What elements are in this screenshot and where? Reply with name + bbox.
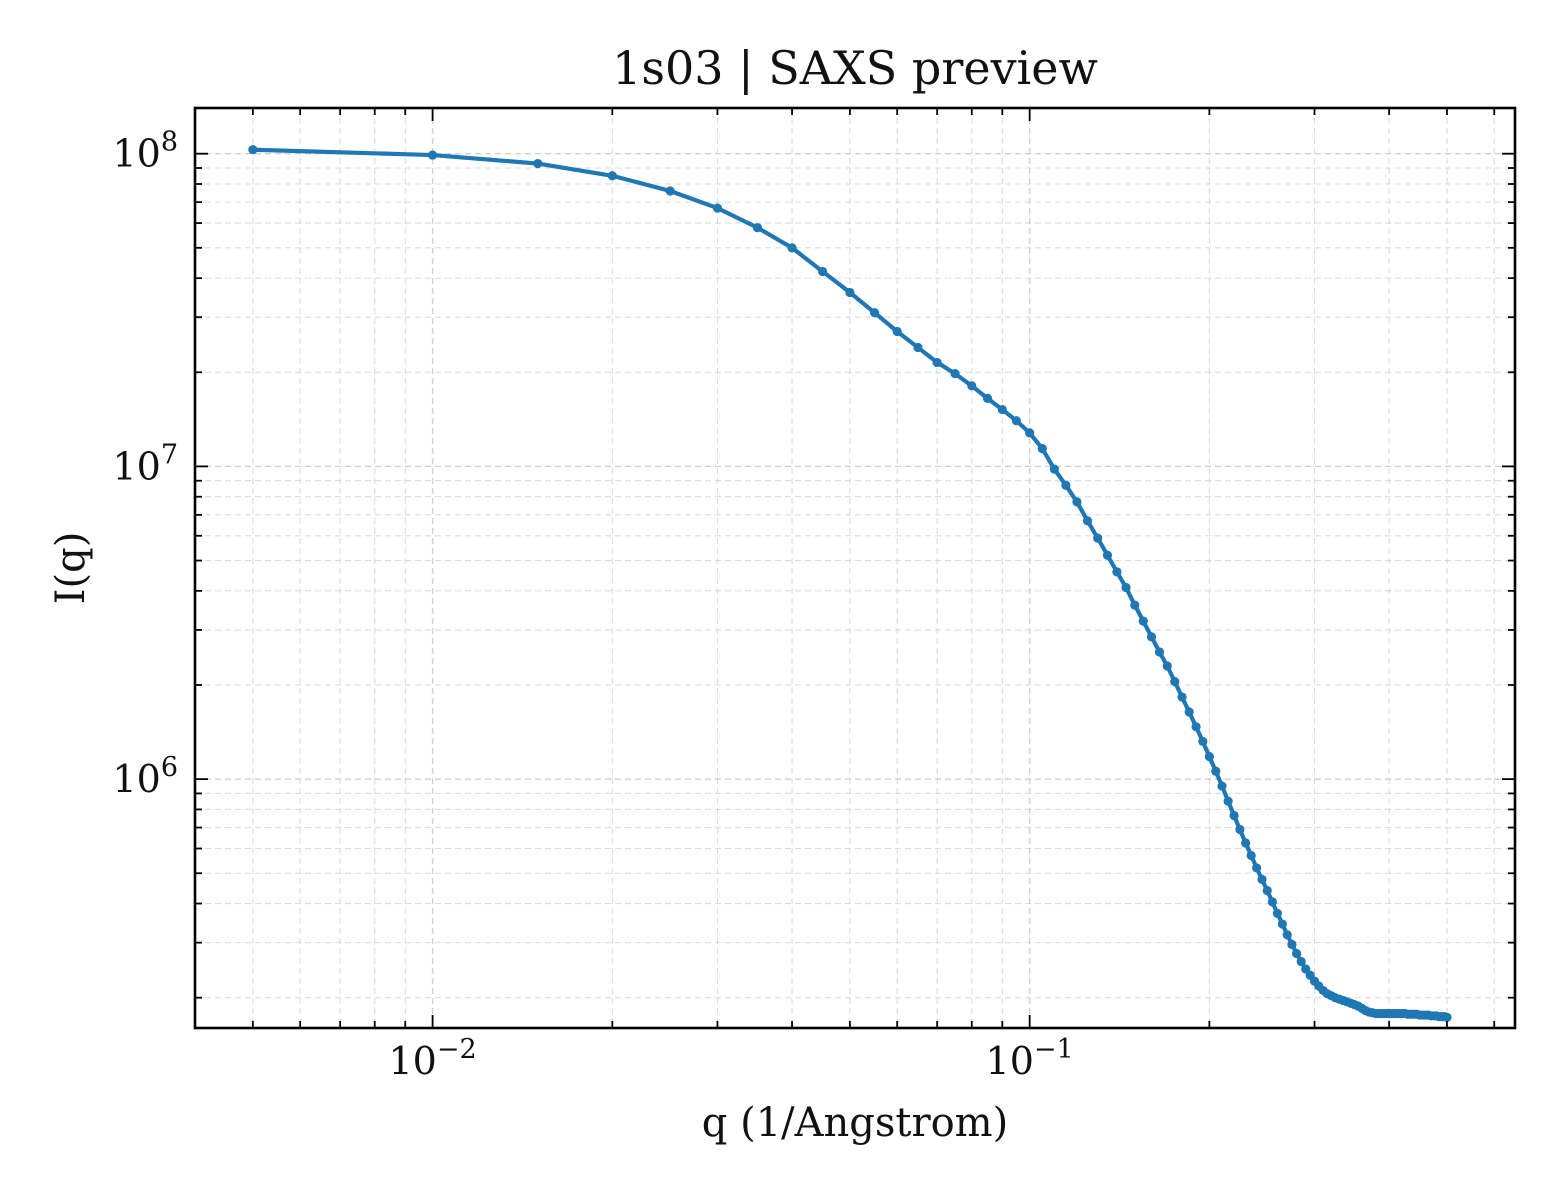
data-point bbox=[1061, 480, 1071, 490]
data-point bbox=[1049, 464, 1059, 474]
data-point bbox=[1198, 736, 1208, 747]
data-point bbox=[1229, 810, 1239, 821]
data-point bbox=[932, 357, 942, 368]
data-point bbox=[665, 186, 675, 196]
data-point bbox=[1082, 516, 1093, 526]
data-point bbox=[892, 326, 902, 337]
chart-title: 1s03 | SAXS preview bbox=[612, 41, 1098, 95]
data-point bbox=[607, 171, 617, 181]
x-tick-label: 10−2 bbox=[389, 1034, 477, 1083]
data-point bbox=[1246, 850, 1256, 861]
data-point bbox=[997, 404, 1007, 415]
data-point bbox=[1154, 647, 1165, 657]
data-point bbox=[427, 150, 438, 160]
data-point bbox=[1112, 567, 1122, 577]
data-point bbox=[1292, 948, 1302, 959]
data-point bbox=[1211, 766, 1221, 776]
data-point bbox=[1072, 497, 1082, 507]
data-point bbox=[1170, 677, 1180, 687]
data-point bbox=[248, 145, 258, 155]
data-markers bbox=[248, 145, 1452, 1022]
y-tick-label: 106 bbox=[112, 752, 178, 801]
data-point bbox=[1121, 582, 1131, 593]
data-point bbox=[1252, 863, 1262, 873]
data-point bbox=[1287, 939, 1297, 950]
data-point bbox=[1011, 416, 1021, 426]
data-point bbox=[1296, 956, 1306, 967]
data-point bbox=[1130, 600, 1140, 610]
data-point bbox=[1442, 1012, 1452, 1022]
data-point bbox=[712, 203, 723, 213]
grid-lines bbox=[194, 108, 1515, 1028]
data-point bbox=[1191, 722, 1201, 732]
data-point bbox=[1102, 550, 1113, 560]
data-layer bbox=[248, 145, 1452, 1022]
data-point bbox=[1235, 824, 1245, 835]
x-tick-label: 10−1 bbox=[986, 1034, 1074, 1083]
x-tick-labels: 10−2 10−1 bbox=[389, 1034, 1074, 1083]
data-point bbox=[1267, 897, 1277, 907]
data-point bbox=[870, 308, 880, 318]
data-point bbox=[1138, 616, 1148, 626]
data-point bbox=[1272, 908, 1283, 919]
x-axis-label: q (1/Angstrom) bbox=[702, 1100, 1008, 1146]
data-point bbox=[1262, 886, 1272, 896]
data-point bbox=[1162, 661, 1172, 671]
plot-frame bbox=[193, 106, 1517, 1030]
data-point bbox=[533, 158, 543, 169]
data-point bbox=[1277, 919, 1287, 929]
data-point bbox=[1257, 874, 1267, 884]
data-point bbox=[1093, 533, 1103, 543]
data-point bbox=[752, 223, 763, 233]
data-point bbox=[1204, 752, 1214, 762]
data-point bbox=[845, 287, 855, 298]
data-point bbox=[1217, 781, 1227, 791]
y-tick-labels: 106 107 108 bbox=[112, 127, 178, 801]
y-tick-label: 107 bbox=[112, 439, 178, 488]
data-point bbox=[1025, 428, 1035, 438]
data-point bbox=[950, 369, 960, 379]
data-point bbox=[967, 381, 977, 391]
data-point bbox=[817, 266, 828, 277]
data-point bbox=[1184, 707, 1194, 717]
data-point bbox=[1241, 838, 1251, 848]
data-point bbox=[1177, 692, 1187, 702]
data-point bbox=[1146, 632, 1157, 642]
data-point bbox=[1223, 796, 1233, 806]
data-point bbox=[913, 342, 923, 353]
y-tick-label: 108 bbox=[112, 127, 178, 176]
data-point bbox=[1282, 930, 1292, 940]
data-point bbox=[982, 393, 993, 403]
data-point bbox=[787, 243, 797, 253]
y-axis-label: I(q) bbox=[48, 532, 94, 605]
data-point bbox=[1037, 444, 1047, 454]
